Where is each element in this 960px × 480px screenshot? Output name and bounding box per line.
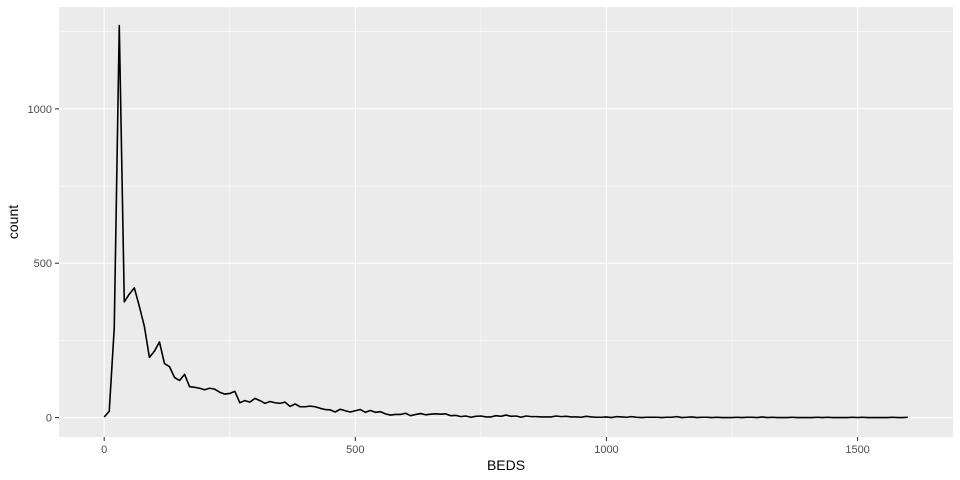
y-axis-title: count — [5, 205, 21, 239]
y-tick-label: 500 — [34, 258, 52, 270]
y-axis-ticks: 0 500 1000 — [28, 104, 59, 425]
y-tick-label: 1000 — [28, 104, 52, 116]
series-line — [103, 24, 908, 419]
x-tick-label: 1000 — [594, 444, 618, 456]
x-axis-ticks: 0 500 1000 1500 — [101, 437, 870, 456]
grid-major — [59, 7, 953, 437]
x-axis-title: BEDS — [487, 457, 525, 473]
plot-panel — [59, 7, 953, 437]
x-tick-label: 1500 — [845, 444, 869, 456]
grid-minor — [59, 7, 953, 437]
x-tick-label: 0 — [101, 444, 107, 456]
y-tick-label: 0 — [46, 413, 52, 425]
x-tick-label: 500 — [346, 444, 364, 456]
